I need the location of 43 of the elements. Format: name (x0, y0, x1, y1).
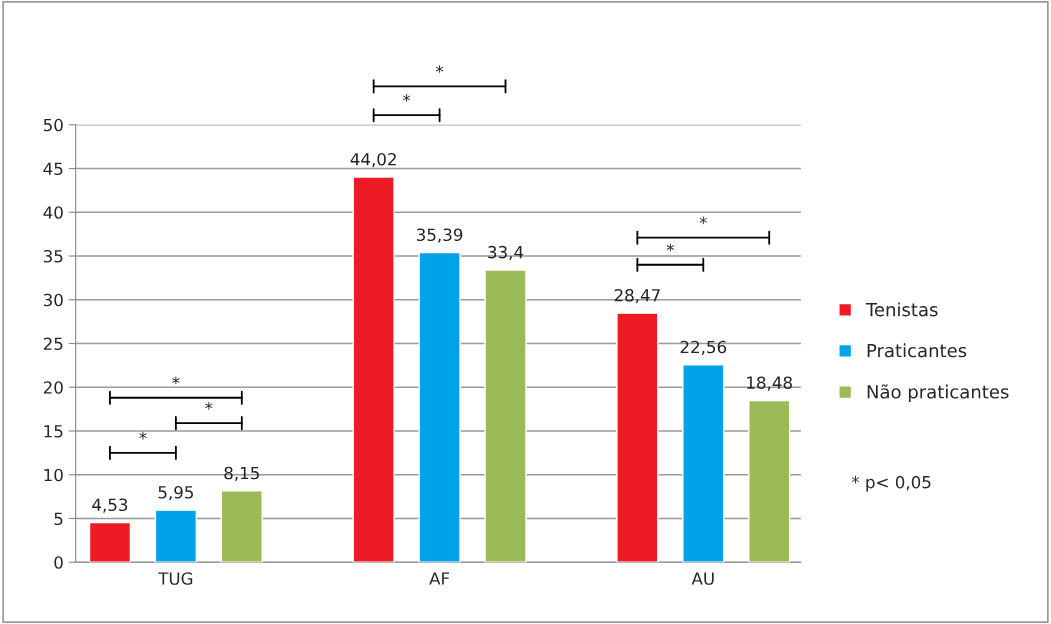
data-label: 44,02 (350, 152, 396, 168)
y-tick-label: 5 (54, 512, 63, 526)
annotation: * (666, 243, 674, 252)
text: * (435, 65, 444, 73)
y-tick-label: 40 (43, 206, 63, 219)
bar (484, 269, 527, 563)
y-tick-label: 25 (43, 337, 63, 351)
data-label: 8,15 (224, 466, 259, 482)
legend-label: Não praticantes (867, 384, 1009, 403)
x-tick-label: AU (691, 572, 714, 585)
bar (220, 490, 263, 563)
bar (154, 509, 198, 563)
data-label: 35,39 (417, 228, 463, 243)
bar (616, 312, 659, 563)
annotation: * (172, 376, 180, 385)
x-tick-label: TUG (158, 572, 193, 585)
annotation: * (139, 431, 147, 440)
x-tick-label: AF (429, 572, 450, 585)
annotation: * (205, 402, 213, 410)
y-tick-label: 30 (43, 293, 63, 307)
bar (88, 521, 132, 563)
data-label: 5,95 (158, 486, 193, 501)
data-label: 22,56 (680, 340, 727, 355)
y-tick-label: 15 (44, 425, 63, 438)
legend-label: Praticantes (867, 343, 967, 358)
y-tick-label: 0 (54, 556, 63, 569)
text: * p< 0,05 (851, 475, 931, 492)
data-label: 18,48 (747, 376, 792, 391)
y-tick-label: 35 (43, 249, 63, 263)
bar (682, 364, 725, 563)
bar (418, 251, 461, 563)
bar (352, 176, 395, 563)
data-label: 33,4 (488, 245, 524, 261)
legend-label: Tenistas (865, 302, 938, 317)
text: * (402, 94, 411, 102)
annotation: * (699, 216, 707, 225)
y-tick-label: 10 (44, 468, 63, 482)
bar (748, 399, 791, 563)
y-tick-label: 20 (43, 381, 63, 394)
data-label: 4,53 (92, 498, 128, 513)
data-label: 28,47 (614, 288, 660, 304)
y-tick-label: 45 (43, 162, 63, 176)
y-tick-label: 50 (43, 118, 63, 132)
